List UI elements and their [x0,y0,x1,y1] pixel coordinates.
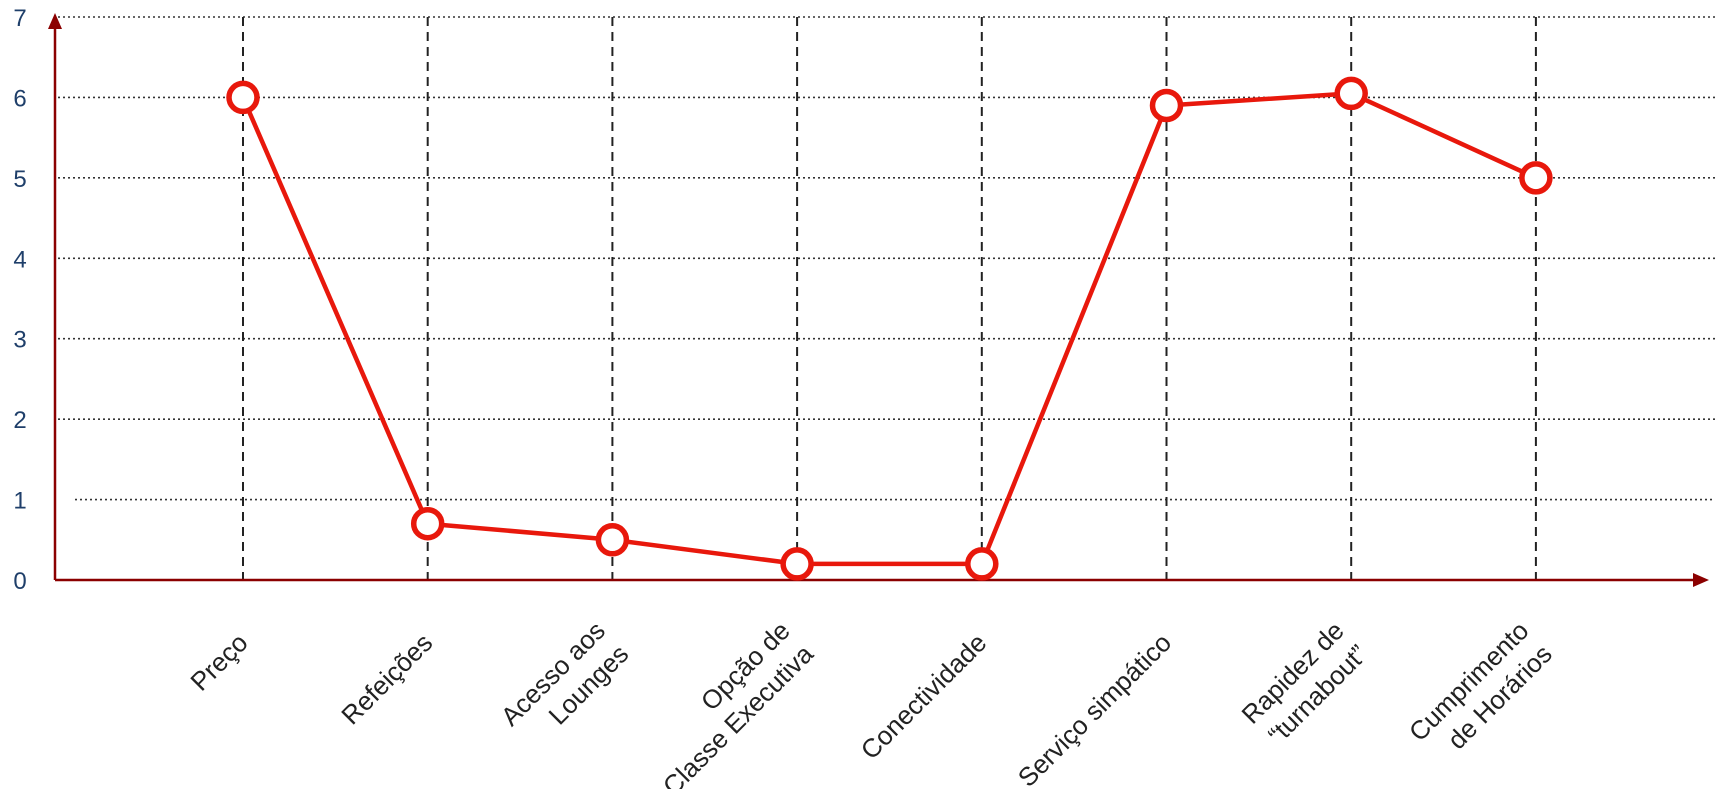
x-tick-label: Serviço simpático [1012,627,1177,789]
data-point [780,547,814,581]
data-point [595,523,630,557]
data-point [965,547,999,581]
y-tick-label: 1 [13,488,26,515]
x-tick-label: Refeições [335,627,438,730]
x-tick-label: Preço [184,627,253,696]
x-tick-label: Rapidez de“turnabout” [1236,615,1374,749]
x-axis-arrow [1693,573,1709,587]
series-line [240,91,1537,567]
y-tick-label: 7 [13,5,26,32]
y-tick-label: 3 [13,327,26,354]
data-point [1334,76,1368,111]
grid-layer [58,16,1715,580]
x-tick-label: Conectividade [855,627,993,765]
y-tick-label: 5 [13,166,26,193]
data-point [410,506,445,541]
y-axis-arrow [48,13,62,29]
y-tick-label: 6 [13,85,26,112]
x-tick-label-line: Refeições [335,627,438,730]
y-tick-label: 2 [13,407,26,434]
y-tick-label: 4 [13,246,26,273]
y-tick-label: 0 [13,568,26,595]
data-point [1149,88,1184,123]
axis-layer [48,13,1709,587]
x-tick-label-line: Preço [184,627,253,696]
y-tick-labels: 0 1 2 3 4 5 6 7 [13,5,26,595]
x-tick-label-line: Conectividade [855,627,993,765]
x-tick-label-line: Serviço simpático [1012,627,1177,789]
data-point [226,80,260,115]
series-layer [226,76,1553,581]
data-point [1519,161,1553,195]
